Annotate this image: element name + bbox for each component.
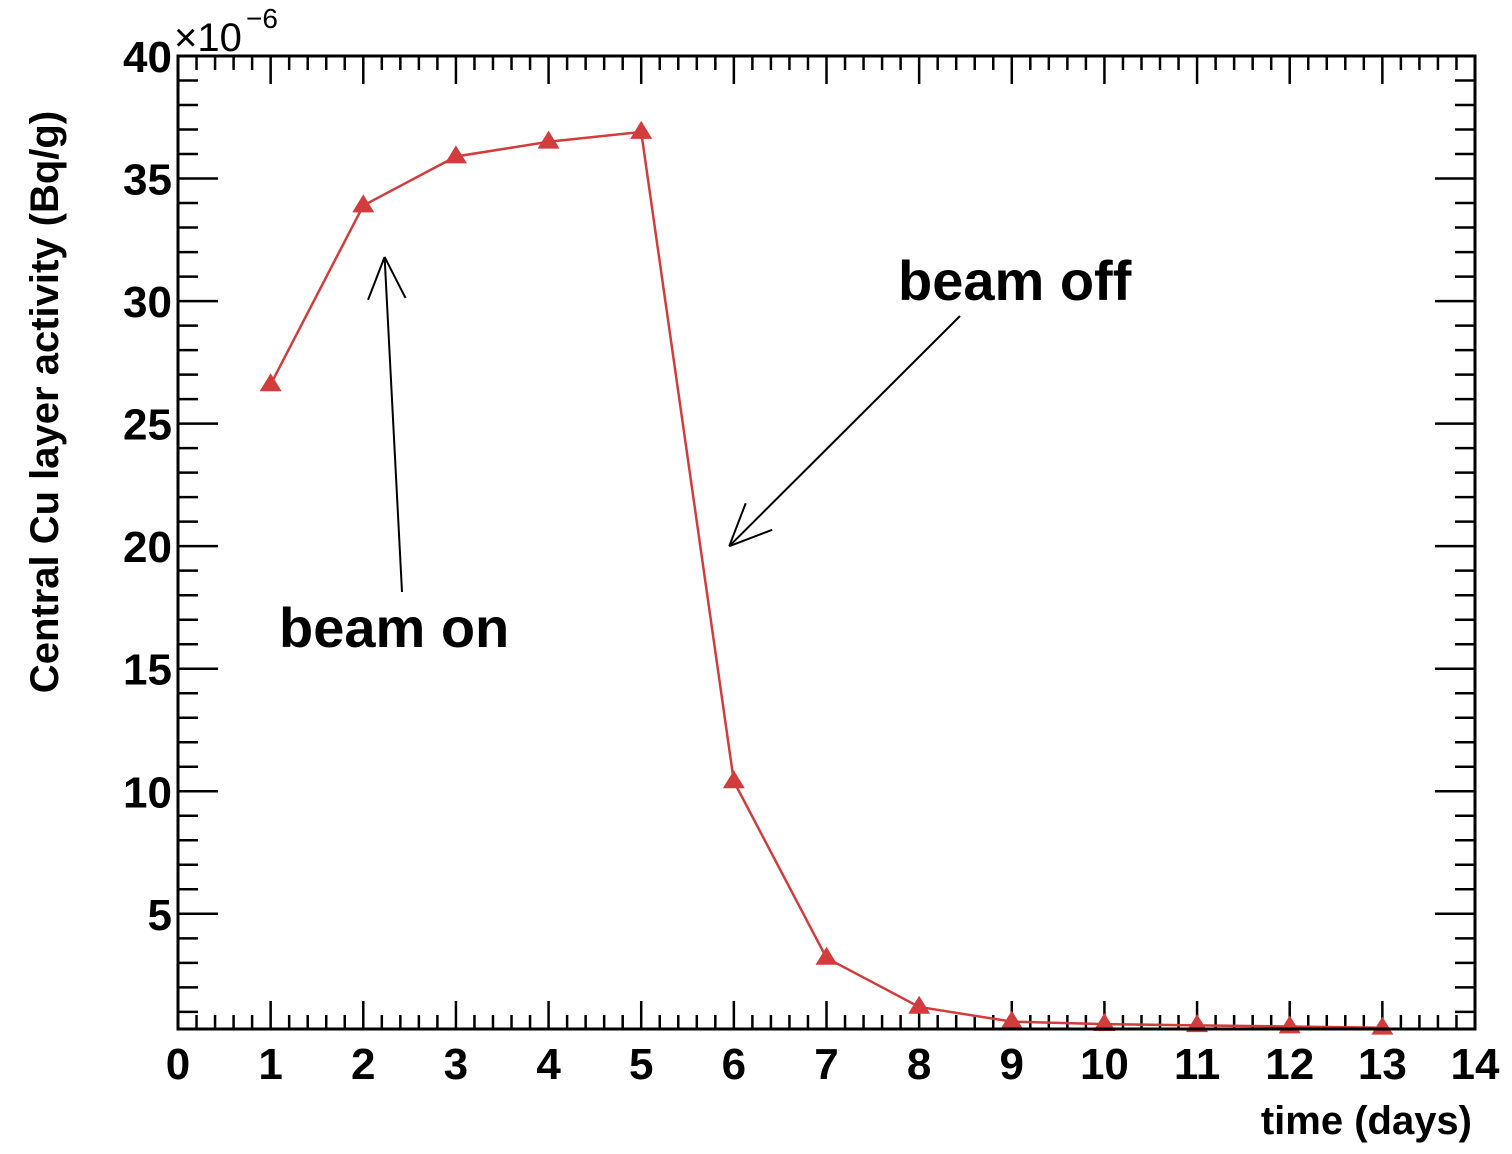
y-tick-label: 40 bbox=[123, 33, 172, 82]
y-axis-multiplier: ×10 −6 bbox=[174, 3, 278, 60]
x-tick-label: 13 bbox=[1358, 1040, 1407, 1089]
data-point bbox=[1000, 1010, 1023, 1029]
data-point bbox=[259, 373, 282, 392]
data-point bbox=[1371, 1016, 1394, 1035]
y-axis-label: Central Cu layer activity (Bq/g) bbox=[23, 111, 67, 693]
data-point bbox=[815, 946, 838, 965]
y-tick-label: 5 bbox=[148, 891, 172, 940]
x-tick-label: 7 bbox=[814, 1040, 838, 1089]
data-point bbox=[537, 130, 560, 149]
x-tick-label: 14 bbox=[1451, 1040, 1500, 1089]
data-point bbox=[630, 120, 653, 139]
data-point bbox=[722, 770, 745, 789]
x-tick-label: 6 bbox=[722, 1040, 746, 1089]
y-tick-labels: 5 10 15 20 25 30 35 40 bbox=[123, 33, 172, 940]
x-tick-label: 3 bbox=[444, 1040, 468, 1089]
data-point bbox=[444, 145, 467, 164]
x-tick-label: 2 bbox=[351, 1040, 375, 1089]
data-point bbox=[352, 194, 375, 213]
x-tick-label: 0 bbox=[166, 1040, 190, 1089]
x-tick-label: 4 bbox=[536, 1040, 561, 1089]
series-group bbox=[259, 120, 1394, 1035]
x-tick-label: 8 bbox=[907, 1040, 931, 1089]
y-tick-label: 15 bbox=[123, 646, 172, 695]
x-tick-labels: 0 1 2 3 4 5 6 7 8 9 10 11 12 13 14 bbox=[166, 1040, 1500, 1089]
annotation-beam-on-arrow bbox=[367, 256, 407, 593]
y-tick-label: 25 bbox=[123, 401, 172, 450]
y-multiplier-exponent: −6 bbox=[246, 3, 278, 34]
y-tick-label: 20 bbox=[123, 523, 172, 572]
series-line bbox=[269, 130, 1383, 1030]
annotations bbox=[367, 256, 961, 593]
y-tick-label: 10 bbox=[123, 768, 172, 817]
x-tick-label: 9 bbox=[1000, 1040, 1024, 1089]
data-point bbox=[1093, 1012, 1116, 1031]
x-axis-label: time (days) bbox=[1261, 1099, 1472, 1143]
data-point bbox=[908, 995, 931, 1014]
y-tick-label: 30 bbox=[123, 278, 172, 327]
plot-frame bbox=[176, 54, 1477, 1031]
y-tick-label: 35 bbox=[123, 156, 172, 205]
annotation-beam-off-label: beam off bbox=[898, 249, 1132, 312]
x-tick-label: 10 bbox=[1080, 1040, 1129, 1089]
data-point bbox=[1278, 1015, 1301, 1034]
x-tick-label: 5 bbox=[629, 1040, 653, 1089]
annotation-beam-off-arrow bbox=[728, 315, 961, 548]
x-tick-label: 11 bbox=[1174, 1040, 1221, 1089]
y-multiplier-base: ×10 bbox=[174, 16, 242, 60]
x-tick-label: 12 bbox=[1265, 1040, 1314, 1089]
annotation-beam-on-label: beam on bbox=[279, 596, 509, 659]
x-tick-label: 1 bbox=[258, 1040, 282, 1089]
